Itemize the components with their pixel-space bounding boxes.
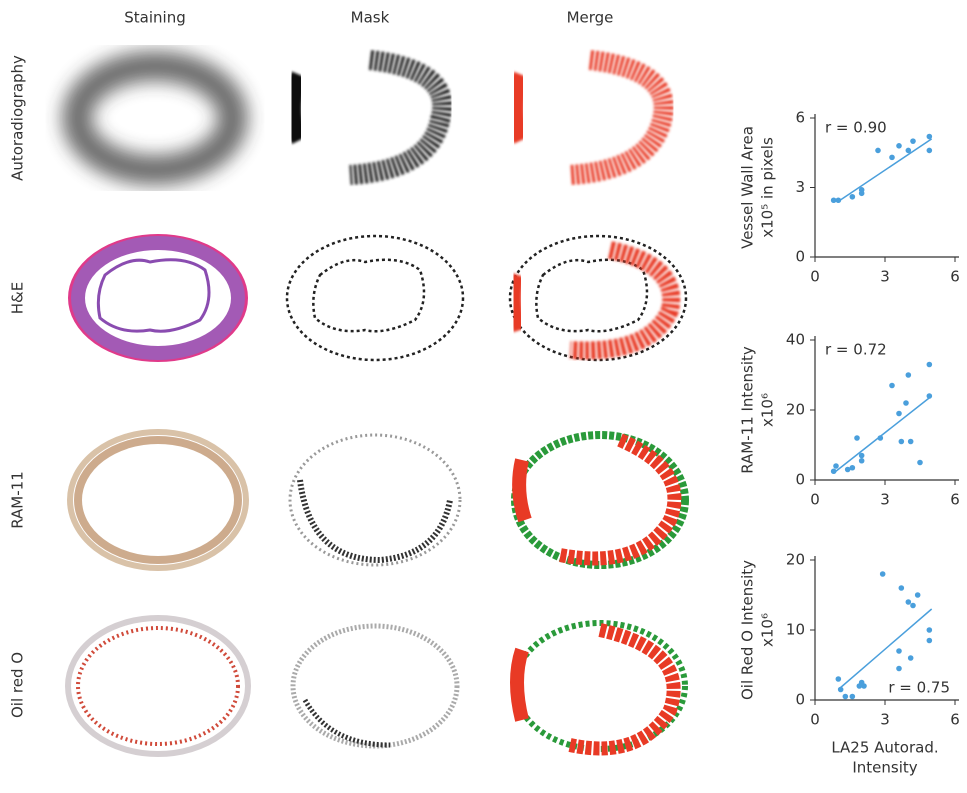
data-point xyxy=(903,400,909,406)
figure: Staining Mask Merge Autoradiography H&E … xyxy=(0,0,967,789)
data-point xyxy=(838,687,844,693)
image-staining xyxy=(68,618,248,754)
data-point xyxy=(833,463,839,469)
data-point xyxy=(850,694,856,700)
y-axis-label: x10⁶ xyxy=(759,393,777,427)
image-merge xyxy=(515,623,685,749)
data-point xyxy=(927,627,933,633)
x-tick-label: 3 xyxy=(880,491,890,509)
row-label: H&E xyxy=(9,282,27,314)
image-merge xyxy=(510,236,686,360)
trend-line xyxy=(838,609,931,690)
data-point xyxy=(906,599,912,605)
data-point xyxy=(927,134,933,140)
image-merge xyxy=(515,435,685,565)
y-tick-label: 10 xyxy=(786,621,805,639)
data-point xyxy=(831,468,837,474)
y-axis-label: x10⁵ in pixels xyxy=(759,137,777,238)
x-tick-label: 0 xyxy=(810,491,820,509)
data-point xyxy=(899,585,905,591)
image-staining xyxy=(70,236,246,360)
y-axis-label: RAM-11 Intensity xyxy=(739,346,757,474)
data-point xyxy=(859,190,865,196)
x-tick-label: 0 xyxy=(810,268,820,286)
data-point xyxy=(861,683,867,689)
image-mask xyxy=(293,60,443,175)
image-mask xyxy=(290,435,460,565)
column-header: Mask xyxy=(351,9,390,27)
data-point xyxy=(880,571,886,577)
y-tick-label: 0 xyxy=(795,471,805,489)
data-point xyxy=(854,435,860,441)
row-label: RAM-11 xyxy=(9,471,27,529)
data-point xyxy=(927,638,933,644)
data-point xyxy=(889,155,895,161)
y-tick-label: 20 xyxy=(786,551,805,569)
data-point xyxy=(843,694,849,700)
data-point xyxy=(875,148,881,154)
y-axis-label: Oil Red O Intensity xyxy=(739,560,757,700)
column-header: Staining xyxy=(124,9,185,27)
data-point xyxy=(896,143,902,149)
data-point xyxy=(927,362,933,368)
trend-line xyxy=(834,396,932,473)
data-point xyxy=(850,465,856,471)
data-point xyxy=(906,148,912,154)
image-mask xyxy=(293,626,457,746)
y-tick-label: 3 xyxy=(795,178,805,196)
data-point xyxy=(896,411,902,417)
y-tick-label: 6 xyxy=(795,109,805,127)
data-point xyxy=(859,458,865,464)
data-point xyxy=(927,148,933,154)
row-label: Autoradiography xyxy=(9,55,27,181)
x-tick-label: 0 xyxy=(810,711,820,729)
x-axis-label: Intensity xyxy=(852,759,917,777)
data-point xyxy=(836,676,842,682)
data-point xyxy=(927,393,933,399)
data-point xyxy=(889,383,895,389)
annotation: r = 0.90 xyxy=(825,119,887,137)
data-point xyxy=(906,372,912,378)
data-point xyxy=(908,439,914,445)
data-point xyxy=(910,138,916,144)
y-tick-label: 0 xyxy=(795,248,805,266)
data-point xyxy=(850,194,856,200)
trend-line xyxy=(838,139,931,202)
y-axis-label: x10⁶ xyxy=(759,613,777,647)
y-tick-label: 20 xyxy=(786,401,805,419)
y-axis-label: Vessel Wall Area xyxy=(739,126,757,249)
annotation: r = 0.75 xyxy=(888,679,950,697)
x-tick-label: 6 xyxy=(950,491,960,509)
image-staining xyxy=(77,66,233,170)
image-staining xyxy=(70,432,246,568)
data-point xyxy=(910,603,916,609)
x-tick-label: 3 xyxy=(880,268,890,286)
y-tick-label: 0 xyxy=(795,691,805,709)
column-header: Merge xyxy=(567,9,614,27)
y-tick-label: 40 xyxy=(786,331,805,349)
data-point xyxy=(878,435,884,441)
data-point xyxy=(896,648,902,654)
data-point xyxy=(859,453,865,459)
data-point xyxy=(836,197,842,203)
x-tick-label: 3 xyxy=(880,711,890,729)
image-merge xyxy=(515,60,664,175)
data-point xyxy=(915,592,921,598)
data-point xyxy=(899,439,905,445)
data-point xyxy=(896,666,902,672)
x-tick-label: 6 xyxy=(950,711,960,729)
data-point xyxy=(917,460,923,466)
row-label: Oil red O xyxy=(9,652,27,718)
x-axis-label: LA25 Autorad. xyxy=(831,739,938,757)
annotation: r = 0.72 xyxy=(825,341,887,359)
image-mask xyxy=(287,236,463,360)
data-point xyxy=(908,655,914,661)
x-tick-label: 6 xyxy=(950,268,960,286)
page: Staining Mask Merge Autoradiography H&E … xyxy=(0,0,967,789)
